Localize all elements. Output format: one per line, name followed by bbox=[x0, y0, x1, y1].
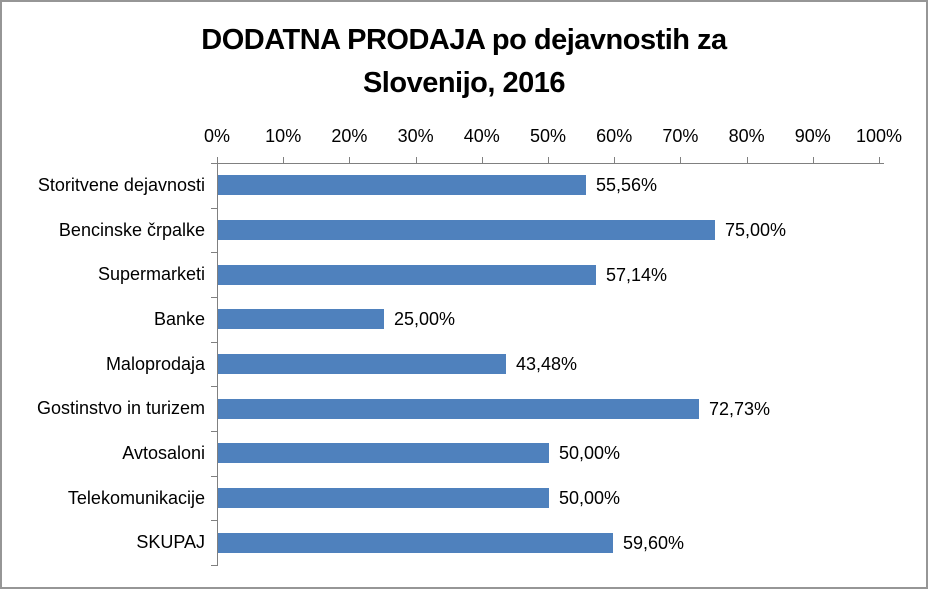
category-label: Bencinske črpalke bbox=[58, 220, 205, 240]
category-label: Supermarketi bbox=[97, 264, 205, 284]
bar bbox=[218, 354, 506, 374]
x-axis-tick-label: 70% bbox=[662, 126, 699, 146]
category-label: Maloprodaja bbox=[105, 354, 205, 374]
x-axis-line bbox=[217, 163, 884, 164]
x-axis-tick-label: 90% bbox=[794, 126, 831, 146]
y-axis-tick-mark bbox=[211, 386, 218, 387]
value-label: 50,00% bbox=[559, 443, 621, 463]
x-axis-tick-mark bbox=[680, 157, 682, 163]
x-axis-tick-label: 50% bbox=[529, 126, 567, 146]
x-axis-tick-label: 40% bbox=[463, 126, 500, 146]
x-axis-tick-label: 10% bbox=[265, 126, 302, 146]
y-axis-tick-mark bbox=[211, 208, 218, 209]
category-label: Storitvene dejavnosti bbox=[37, 175, 205, 195]
value-label: 25,00% bbox=[394, 309, 456, 329]
x-axis-tick-mark bbox=[283, 157, 285, 163]
category-label: SKUPAJ bbox=[136, 532, 205, 552]
bar bbox=[218, 175, 586, 195]
x-axis-tick-label: 30% bbox=[397, 126, 434, 146]
y-axis-tick-mark bbox=[211, 297, 218, 298]
y-axis-tick-mark bbox=[211, 520, 218, 521]
y-axis-tick-mark bbox=[211, 476, 218, 477]
bar bbox=[218, 265, 596, 285]
bar bbox=[218, 443, 549, 463]
x-axis-tick-mark bbox=[746, 157, 748, 163]
x-axis-tick-label: 20% bbox=[331, 126, 368, 146]
category-label: Avtosaloni bbox=[122, 443, 205, 463]
y-axis-tick-mark bbox=[211, 252, 218, 253]
y-axis-line bbox=[217, 157, 218, 565]
x-axis-tick-mark bbox=[481, 157, 483, 163]
bar bbox=[218, 220, 715, 240]
value-label: 50,00% bbox=[559, 488, 621, 508]
y-axis-tick-mark bbox=[211, 163, 218, 164]
value-label: 72,73% bbox=[709, 399, 771, 419]
chart-title: DODATNA PRODAJA po dejavnostih za Sloven… bbox=[2, 19, 926, 105]
category-label: Gostinstvo in turizem bbox=[36, 398, 205, 418]
x-axis-tick-mark bbox=[812, 157, 814, 163]
y-axis-tick-mark bbox=[211, 565, 218, 566]
bar bbox=[218, 533, 613, 553]
value-label: 75,00% bbox=[725, 220, 787, 240]
chart-title-line-2: Slovenijo, 2016 bbox=[362, 67, 566, 99]
value-label: 43,48% bbox=[516, 354, 578, 374]
x-axis-tick-mark bbox=[879, 157, 880, 163]
value-label: 55,56% bbox=[596, 175, 658, 195]
y-axis-tick-mark bbox=[211, 342, 218, 343]
category-label: Telekomunikacije bbox=[67, 488, 205, 508]
value-label: 57,14% bbox=[606, 265, 668, 285]
x-axis-tick-label: 60% bbox=[596, 126, 633, 146]
value-label: 59,60% bbox=[623, 533, 685, 553]
bar bbox=[218, 309, 384, 329]
category-label: Banke bbox=[153, 309, 205, 329]
x-axis-tick-label: 80% bbox=[728, 126, 765, 146]
bar bbox=[218, 488, 549, 508]
x-axis-tick-label: 100% bbox=[855, 126, 903, 146]
chart-title-line-1: DODATNA PRODAJA po dejavnostih za bbox=[201, 24, 727, 56]
bar bbox=[218, 399, 699, 419]
x-axis-tick-mark bbox=[548, 157, 549, 163]
x-axis-tick-label: 0% bbox=[203, 126, 231, 146]
x-axis-tick-mark bbox=[614, 157, 616, 163]
y-axis-tick-mark bbox=[211, 431, 218, 432]
x-axis-tick-mark bbox=[415, 157, 417, 163]
x-axis-tick-mark bbox=[349, 157, 351, 163]
